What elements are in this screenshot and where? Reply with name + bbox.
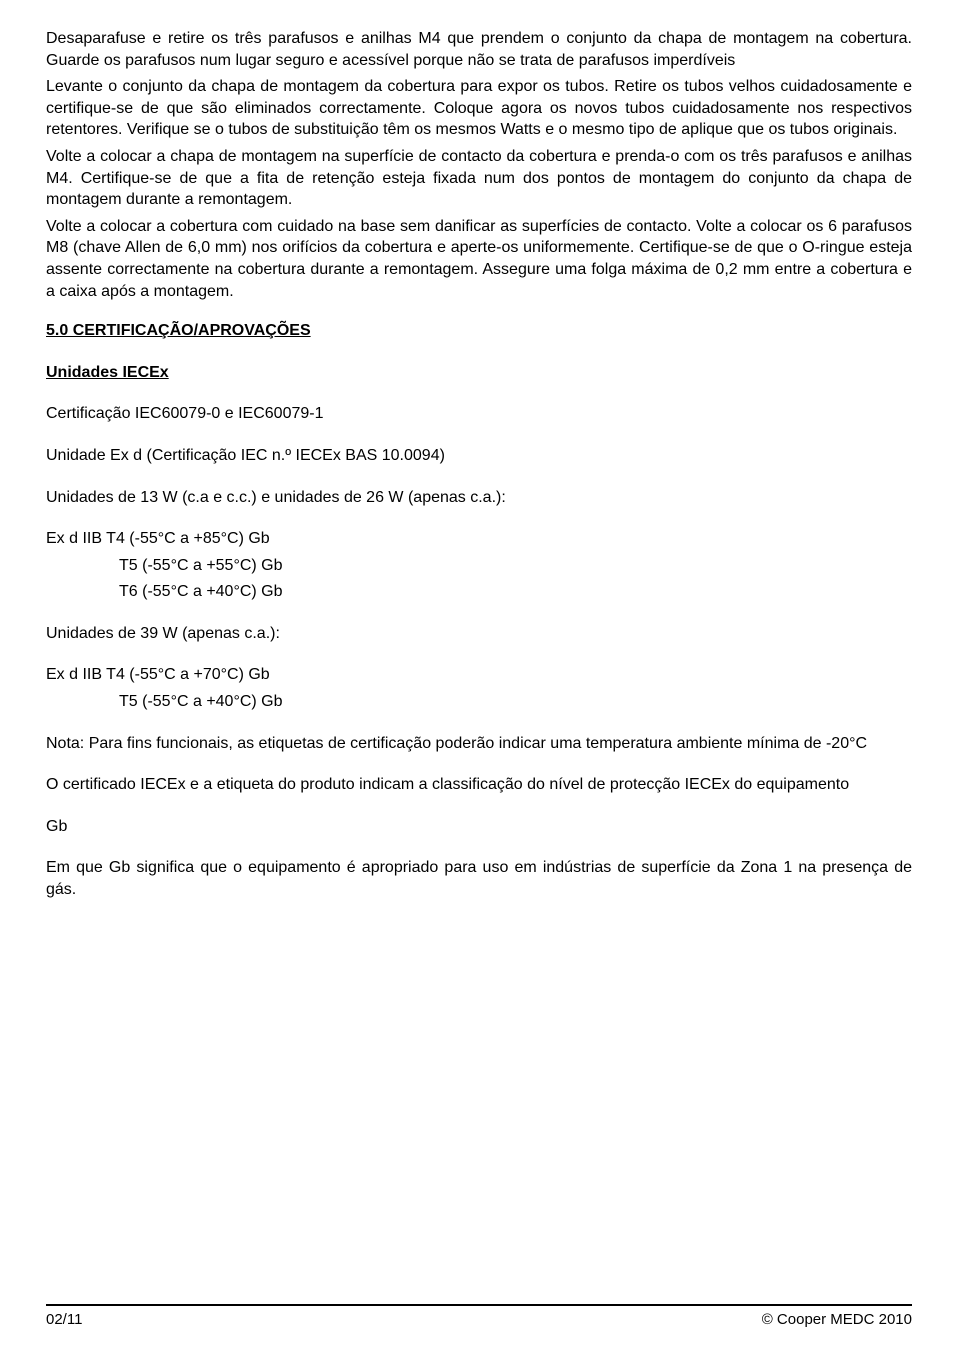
rating-line: T5 (-55°C a +55°C) Gb bbox=[46, 555, 912, 577]
text-line: Unidades de 39 W (apenas c.a.): bbox=[46, 623, 912, 645]
footer-date: 02/11 bbox=[46, 1310, 82, 1330]
body-paragraph: Volte a colocar a chapa de montagem na s… bbox=[46, 146, 912, 211]
body-paragraph: Volte a colocar a cobertura com cuidado … bbox=[46, 216, 912, 302]
body-paragraph: Levante o conjunto da chapa de montagem … bbox=[46, 76, 912, 141]
rating-line: T6 (-55°C a +40°C) Gb bbox=[46, 581, 912, 603]
footer-copyright: © Cooper MEDC 2010 bbox=[762, 1310, 912, 1330]
rating-line: T5 (-55°C a +40°C) Gb bbox=[46, 691, 912, 713]
page-footer: 02/11 © Cooper MEDC 2010 bbox=[46, 1304, 912, 1330]
text-line: Em que Gb significa que o equipamento é … bbox=[46, 857, 912, 900]
text-line: Gb bbox=[46, 816, 912, 838]
sub-heading: Unidades IECEx bbox=[46, 362, 912, 384]
section-heading: 5.0 CERTIFICAÇÃO/APROVAÇÕES bbox=[46, 320, 912, 342]
text-line: Unidades de 13 W (c.a e c.c.) e unidades… bbox=[46, 487, 912, 509]
text-line: Unidade Ex d (Certificação IEC n.º IECEx… bbox=[46, 445, 912, 467]
note-line: Nota: Para fins funcionais, as etiquetas… bbox=[46, 733, 912, 755]
text-line: Certificação IEC60079-0 e IEC60079-1 bbox=[46, 403, 912, 425]
body-paragraph: Desaparafuse e retire os três parafusos … bbox=[46, 28, 912, 71]
rating-line: Ex d IIB T4 (-55°C a +70°C) Gb bbox=[46, 664, 912, 686]
rating-line: Ex d IIB T4 (-55°C a +85°C) Gb bbox=[46, 528, 912, 550]
text-line: O certificado IECEx e a etiqueta do prod… bbox=[46, 774, 912, 796]
